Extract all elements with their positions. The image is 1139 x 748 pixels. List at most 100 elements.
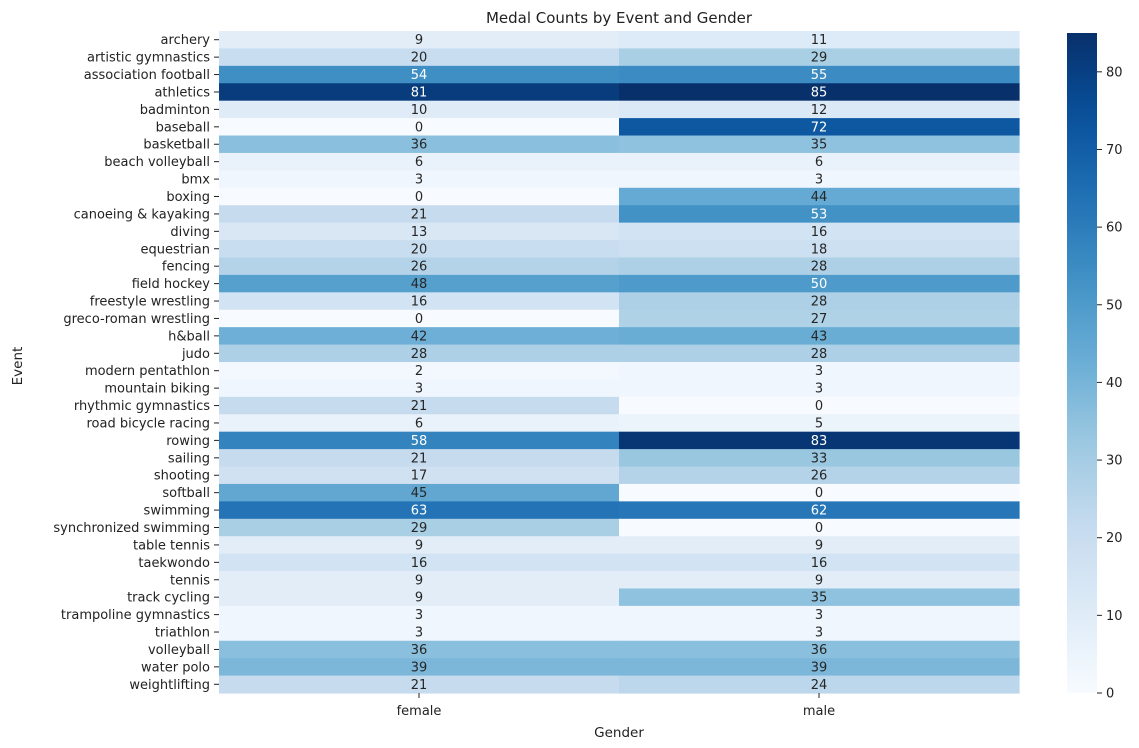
colorbar-tick-label: 50	[1106, 298, 1123, 313]
cell-value-label: 6	[415, 155, 423, 170]
heatmap-cell	[619, 292, 1020, 311]
cell-value-label: 81	[411, 85, 428, 100]
heatmap-cell	[219, 170, 620, 189]
cell-value-label: 3	[415, 608, 423, 623]
heatmap-cell	[219, 414, 620, 433]
heatmap-cell	[219, 396, 620, 415]
heatmap-cell	[219, 518, 620, 537]
y-tick-label: boxing	[166, 190, 210, 205]
y-tick-label: triathlon	[155, 626, 210, 641]
cell-value-label: 9	[415, 33, 423, 48]
cell-value-label: 21	[411, 451, 428, 466]
cell-value-label: 16	[411, 295, 428, 310]
cell-value-label: 12	[811, 103, 828, 118]
y-tick-labels: archery artistic gymnastics association fo…	[53, 33, 219, 693]
heatmap-cell	[619, 152, 1020, 171]
heatmap-cell	[219, 83, 620, 102]
cell-value-label: 3	[815, 626, 823, 641]
heatmap-cell	[219, 553, 620, 572]
heatmap-cell	[619, 379, 1020, 398]
heatmap-cell	[219, 483, 620, 502]
cell-value-label: 58	[411, 434, 428, 449]
heatmap-cell	[219, 100, 620, 119]
heatmap-cell	[219, 623, 620, 642]
cell-value-label: 20	[411, 242, 428, 257]
cell-value-label: 44	[811, 190, 828, 205]
cell-value-label: 0	[815, 521, 823, 536]
cell-value-label: 83	[811, 434, 828, 449]
cell-value-label: 3	[815, 173, 823, 188]
heatmap-cell	[619, 362, 1020, 381]
heatmap-cell	[619, 344, 1020, 363]
x-tick-label: male	[803, 704, 835, 719]
heatmap-cell	[619, 449, 1020, 468]
cell-value-label: 45	[411, 486, 428, 501]
heatmap-cell	[619, 605, 1020, 624]
cell-value-label: 0	[415, 312, 423, 327]
cell-value-label: 16	[811, 556, 828, 571]
heatmap-cell	[619, 65, 1020, 84]
y-tick-label: tennis	[170, 573, 210, 588]
cell-value-label: 29	[411, 521, 428, 536]
cell-value-label: 9	[415, 538, 423, 553]
y-tick-label: h&ball	[168, 329, 210, 344]
heatmap-cell	[219, 118, 620, 137]
colorbar-tick-label: 10	[1106, 609, 1123, 624]
y-tick-label: judo	[181, 347, 210, 362]
cell-value-label: 36	[411, 643, 428, 658]
heatmap-cell	[219, 675, 620, 694]
cell-value-label: 28	[811, 295, 828, 310]
heatmap-cell	[219, 605, 620, 624]
cell-value-label: 21	[411, 399, 428, 414]
cell-value-label: 3	[815, 608, 823, 623]
cell-value-label: 62	[811, 504, 828, 519]
cell-value-label: 39	[811, 660, 828, 675]
cell-value-label: 6	[415, 416, 423, 431]
cell-value-label: 28	[411, 347, 428, 362]
heatmap-cell	[219, 536, 620, 555]
y-axis-label: Event	[10, 347, 26, 386]
cell-value-label: 3	[415, 382, 423, 397]
y-tick-label: freestyle wrestling	[90, 295, 210, 310]
heatmap-cell	[219, 240, 620, 259]
heatmap-cell	[619, 414, 1020, 433]
heatmap-cell	[219, 48, 620, 67]
heatmap-cell	[619, 640, 1020, 659]
cell-value-label: 13	[411, 225, 428, 240]
cell-value-label: 21	[411, 207, 428, 222]
heatmap-cell	[219, 449, 620, 468]
y-tick-label: volleyball	[148, 643, 210, 658]
heatmap-cell	[619, 257, 1020, 276]
y-tick-label: shooting	[154, 469, 210, 484]
cell-value-label: 26	[411, 260, 428, 275]
y-tick-label: taekwondo	[138, 556, 210, 571]
heatmap-cell	[619, 431, 1020, 450]
y-tick-label: fencing	[162, 260, 210, 275]
cell-value-label: 28	[811, 347, 828, 362]
y-tick-label: road bicycle racing	[86, 416, 210, 431]
cell-value-label: 0	[415, 120, 423, 135]
heatmap-cell	[619, 100, 1020, 119]
heatmap-cell	[219, 274, 620, 293]
cell-value-label: 3	[415, 626, 423, 641]
heatmap-cell	[619, 187, 1020, 206]
y-tick-label: softball	[162, 486, 210, 501]
heatmap-cell	[219, 379, 620, 398]
y-tick-label: mountain biking	[104, 382, 210, 397]
cell-value-label: 0	[415, 190, 423, 205]
y-tick-label: track cycling	[127, 591, 210, 606]
y-tick-label: badminton	[140, 103, 210, 118]
cell-value-label: 11	[811, 33, 828, 48]
colorbar: 0 10 20 30 40 50 60 70 80	[1067, 33, 1123, 702]
heatmap-cell	[219, 344, 620, 363]
heatmap-cell	[619, 536, 1020, 555]
cell-value-label: 21	[411, 678, 428, 693]
y-tick-label: archery	[161, 33, 211, 48]
heatmap-cell	[219, 431, 620, 450]
cell-value-label: 17	[411, 469, 428, 484]
cell-value-label: 55	[811, 68, 828, 83]
y-tick-label: synchronized swimming	[53, 521, 210, 536]
heatmap-cell	[619, 588, 1020, 607]
y-tick-label: rowing	[166, 434, 210, 449]
